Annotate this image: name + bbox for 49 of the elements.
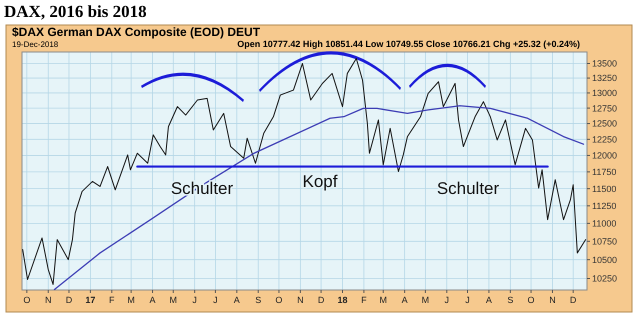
- y-tick-label: 10750: [592, 236, 618, 246]
- y-tick-label: 10250: [592, 274, 618, 284]
- y-tick-label: 10500: [592, 254, 618, 265]
- x-tick-label: N: [297, 295, 304, 305]
- x-tick-label: 17: [85, 295, 96, 305]
- y-tick-label: 13500: [592, 58, 618, 69]
- x-tick-label: M: [422, 295, 430, 305]
- x-tick-label: O: [528, 295, 535, 305]
- y-tick-label: 11750: [592, 167, 616, 178]
- x-tick-label: D: [318, 295, 325, 305]
- x-tick-label: A: [150, 295, 156, 305]
- y-tick-label: 12250: [592, 134, 618, 144]
- x-tick-label: D: [570, 295, 577, 305]
- x-tick-label: M: [379, 295, 387, 305]
- x-tick-label: O: [275, 295, 282, 305]
- annotation: Kopf: [302, 172, 338, 191]
- y-tick-label: 11250: [592, 200, 616, 211]
- line-series: [22, 58, 586, 285]
- x-tick-label: A: [486, 295, 492, 305]
- x-tick-label: M: [127, 295, 135, 305]
- x-tick-label: N: [549, 295, 556, 305]
- x-tick-label: O: [23, 295, 30, 305]
- x-tick-label: J: [192, 295, 197, 305]
- y-tick-label: 13250: [592, 73, 618, 84]
- x-tick-label: J: [444, 295, 450, 305]
- y-tick-label: 12000: [592, 150, 618, 161]
- x-tick-label: N: [44, 295, 52, 305]
- y-tick-label: 11500: [592, 184, 616, 194]
- y-tick-label: 11000: [592, 218, 616, 229]
- y-tick-label: 13000: [592, 88, 618, 98]
- y-tick-label: 12500: [592, 118, 618, 129]
- x-tick-label: M: [170, 295, 178, 305]
- chart-title: DAX, 2016 bis 2018: [4, 2, 147, 21]
- text: Open 10777.42 High 10851.44 Low 10749.55 Close 10766.21 Chg +25.32 (+0.24%): [237, 39, 580, 49]
- text: 19-Dec-2018: [12, 40, 59, 49]
- chart-subtitle: $DAX German DAX Composite (EOD) DEUT: [12, 25, 261, 39]
- annotation: Schulter: [436, 178, 500, 198]
- x-tick-label: F: [109, 295, 116, 305]
- x-tick-label: S: [507, 295, 514, 305]
- x-tick-label: D: [66, 295, 73, 305]
- x-tick-label: A: [234, 295, 240, 305]
- x-tick-label: S: [255, 295, 262, 305]
- x-tick-label: J: [213, 295, 218, 305]
- x-tick-label: 18: [337, 295, 348, 305]
- y-tick-label: 12750: [592, 103, 618, 114]
- line-series: [54, 105, 584, 290]
- x-tick-label: J: [465, 295, 470, 305]
- x-tick-label: A: [402, 295, 408, 305]
- x-tick-label: F: [361, 295, 368, 305]
